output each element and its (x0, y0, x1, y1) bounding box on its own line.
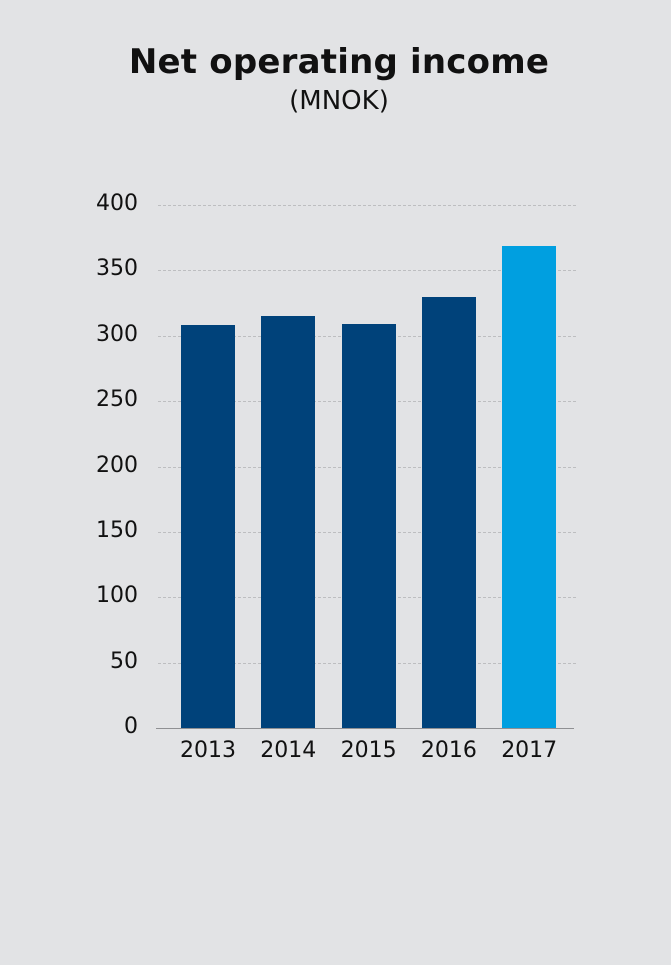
y-tick-label: 400 (96, 191, 138, 216)
y-tick-label: 350 (96, 256, 138, 282)
x-tick-label: 2016 (420, 738, 477, 763)
chart-subtitle: (MNOK) (289, 86, 389, 116)
bar-2016 (421, 296, 476, 728)
chart-title: Net operating income (128, 42, 550, 82)
y-tick-label: 300 (96, 321, 138, 347)
x-tick-label: 2014 (260, 738, 317, 763)
y-tick-label: 0 (124, 714, 138, 739)
x-tick-label: 2013 (180, 738, 236, 763)
gridline (158, 270, 576, 272)
x-tick-label: 2017 (501, 738, 558, 763)
gridline (158, 205, 576, 206)
bar-2014 (261, 316, 316, 728)
x-axis-line (156, 728, 574, 729)
y-tick-label: 100 (96, 583, 138, 609)
x-tick-label: 2015 (340, 738, 397, 763)
bar-2013 (181, 325, 235, 728)
y-tick-label: 150 (96, 517, 138, 543)
bar-2015 (341, 323, 396, 728)
y-tick-label: 250 (96, 387, 138, 413)
y-tick-label: 50 (110, 648, 138, 674)
bar-2017 (502, 245, 557, 728)
y-tick-label: 200 (96, 452, 138, 478)
